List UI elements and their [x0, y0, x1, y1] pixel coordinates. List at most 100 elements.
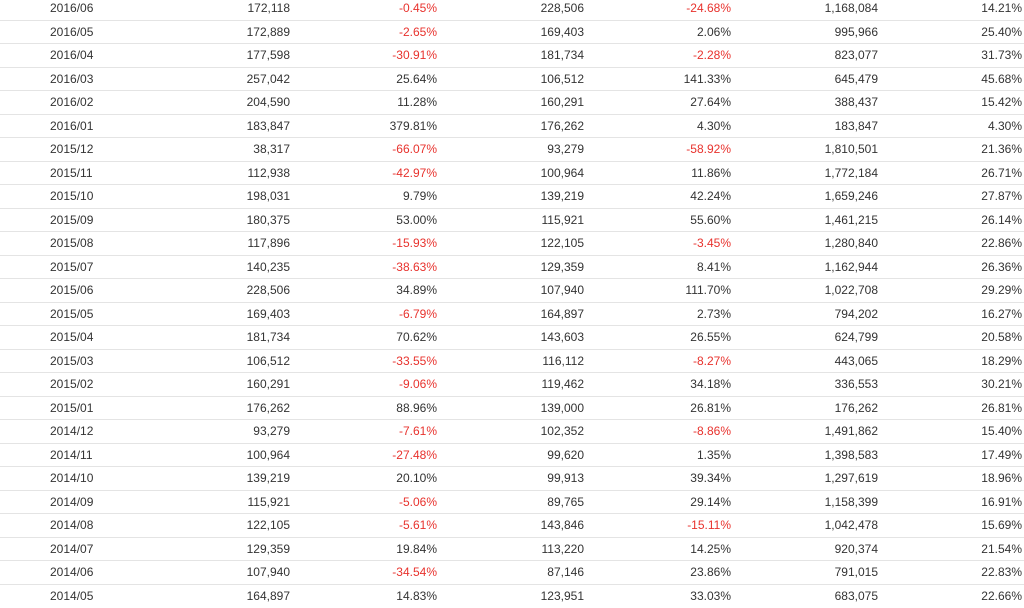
percent-cell-2: 26.55% [690, 326, 731, 349]
value-cell-1: 172,118 [248, 0, 291, 20]
percent-cell-2: 14.25% [690, 538, 731, 561]
percent-cell-3: 29.29% [981, 279, 1022, 302]
percent-cell-2: 2.06% [697, 21, 731, 44]
value-cell-1: 204,590 [247, 91, 290, 114]
percent-cell-2: -8.86% [693, 420, 731, 443]
value-cell-3: 645,479 [835, 68, 878, 91]
value-cell-2: 143,603 [541, 326, 584, 349]
percent-cell-1: 19.84% [396, 538, 437, 561]
value-cell-3: 1,168,084 [825, 0, 878, 20]
value-cell-1: 176,262 [247, 397, 290, 420]
percent-cell-3: 17.49% [981, 444, 1022, 467]
percent-cell-2: 39.34% [690, 467, 731, 490]
date-cell: 2014/05 [50, 585, 93, 608]
date-cell: 2015/06 [50, 279, 93, 302]
value-cell-3: 791,015 [835, 561, 878, 584]
percent-cell-3: 15.69% [981, 514, 1022, 537]
percent-cell-2: 141.33% [684, 68, 731, 91]
value-cell-1: 164,897 [247, 585, 290, 608]
value-cell-3: 1,659,246 [825, 185, 878, 208]
percent-cell-3: 25.40% [981, 21, 1022, 44]
date-cell: 2016/05 [50, 21, 93, 44]
percent-cell-2: 26.81% [690, 397, 731, 420]
date-cell: 2015/08 [50, 232, 93, 255]
percent-cell-1: -2.65% [399, 21, 437, 44]
value-cell-3: 1,398,583 [825, 444, 878, 467]
value-cell-1: 100,964 [247, 444, 290, 467]
percent-cell-3: 21.54% [981, 538, 1022, 561]
percent-cell-1: -5.61% [399, 514, 437, 537]
percent-cell-3: 21.36% [981, 138, 1022, 161]
value-cell-2: 122,105 [541, 232, 584, 255]
value-cell-3: 995,966 [835, 21, 878, 44]
value-cell-2: 99,620 [547, 444, 584, 467]
value-cell-2: 129,359 [541, 256, 584, 279]
percent-cell-3: 15.40% [981, 420, 1022, 443]
value-cell-2: 107,940 [541, 279, 584, 302]
percent-cell-2: 55.60% [690, 209, 731, 232]
value-cell-1: 38,317 [253, 138, 290, 161]
date-cell: 2015/01 [50, 397, 93, 420]
value-cell-2: 143,846 [541, 514, 584, 537]
value-cell-3: 1,810,501 [825, 138, 878, 161]
percent-cell-1: -9.06% [399, 373, 437, 396]
percent-cell-2: 111.70% [685, 279, 731, 302]
value-cell-1: 139,219 [247, 467, 290, 490]
value-cell-2: 176,262 [541, 115, 584, 138]
percent-cell-3: 26.14% [981, 209, 1022, 232]
percent-cell-1: -15.93% [392, 232, 437, 255]
value-cell-3: 794,202 [835, 303, 878, 326]
percent-cell-1: -30.91% [392, 44, 437, 67]
percent-cell-2: 23.86% [690, 561, 731, 584]
value-cell-3: 176,262 [835, 397, 878, 420]
percent-cell-2: 8.41% [697, 256, 731, 279]
percent-cell-3: 26.71% [981, 162, 1022, 185]
value-cell-1: 107,940 [247, 561, 290, 584]
value-cell-2: 139,219 [541, 185, 584, 208]
value-cell-3: 443,065 [835, 350, 878, 373]
value-cell-1: 117,896 [248, 232, 291, 255]
date-cell: 2014/08 [50, 514, 93, 537]
value-cell-3: 1,280,840 [825, 232, 878, 255]
date-cell: 2014/09 [50, 491, 93, 514]
percent-cell-2: -2.28% [693, 44, 731, 67]
value-cell-1: 93,279 [253, 420, 290, 443]
percent-cell-1: 20.10% [396, 467, 437, 490]
percent-cell-3: 14.21% [981, 0, 1022, 20]
value-cell-2: 113,220 [542, 538, 585, 561]
value-cell-2: 93,279 [547, 138, 584, 161]
value-cell-1: 140,235 [247, 256, 290, 279]
percent-cell-1: -66.07% [392, 138, 437, 161]
value-cell-3: 1,042,478 [825, 514, 878, 537]
date-cell: 2015/10 [50, 185, 93, 208]
value-cell-2: 160,291 [541, 91, 584, 114]
percent-cell-2: 29.14% [690, 491, 731, 514]
percent-cell-2: 33.03% [690, 585, 731, 608]
percent-cell-3: 16.91% [981, 491, 1022, 514]
date-cell: 2014/12 [50, 420, 93, 443]
date-cell: 2015/09 [50, 209, 93, 232]
percent-cell-1: -5.06% [399, 491, 437, 514]
value-cell-2: 228,506 [541, 0, 584, 20]
date-cell: 2014/10 [50, 467, 93, 490]
percent-cell-3: 30.21% [981, 373, 1022, 396]
value-cell-3: 1,022,708 [825, 279, 878, 302]
value-cell-1: 112,938 [248, 162, 291, 185]
value-cell-2: 116,112 [542, 350, 584, 373]
